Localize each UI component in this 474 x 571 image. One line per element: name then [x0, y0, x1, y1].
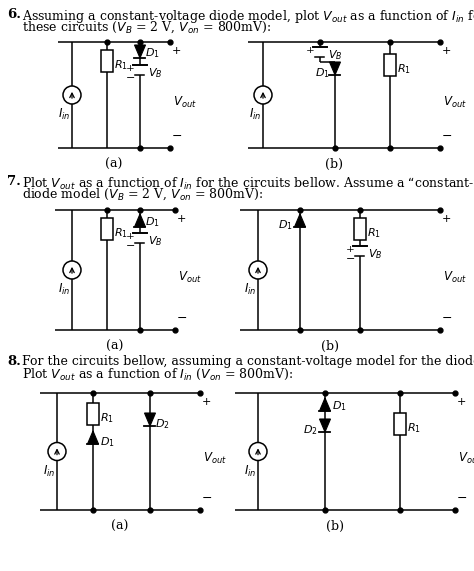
Text: $I_{in}$: $I_{in}$	[58, 282, 71, 297]
Text: $D_1$: $D_1$	[278, 218, 293, 232]
Text: $I_{in}$: $I_{in}$	[244, 282, 256, 297]
Text: $D_1$: $D_1$	[315, 66, 330, 80]
Text: $I_{in}$: $I_{in}$	[244, 464, 256, 478]
Text: $I_{in}$: $I_{in}$	[58, 107, 71, 122]
Text: +: +	[177, 214, 186, 224]
Text: $V_{out}$: $V_{out}$	[173, 95, 197, 110]
Text: −: −	[177, 312, 188, 325]
Text: −: −	[202, 492, 212, 505]
Text: −: −	[457, 492, 467, 505]
Text: $D_2$: $D_2$	[155, 417, 170, 431]
Polygon shape	[319, 398, 330, 411]
Text: +: +	[442, 214, 451, 224]
Text: Plot $V_{out}$ as a function of $I_{in}$ for the circuits bellow. Assume a “cons: Plot $V_{out}$ as a function of $I_{in}$…	[22, 175, 474, 192]
Text: −: −	[442, 312, 453, 325]
Text: (b): (b)	[326, 520, 344, 533]
Text: (b): (b)	[325, 158, 343, 171]
Text: +: +	[172, 46, 182, 56]
Text: $R_1$: $R_1$	[407, 421, 421, 435]
Text: $I_{in}$: $I_{in}$	[249, 107, 262, 122]
Text: +: +	[126, 232, 135, 241]
Text: −: −	[442, 130, 453, 143]
Text: diode model ($V_B$ = 2 V, $V_{on}$ = 800mV):: diode model ($V_B$ = 2 V, $V_{on}$ = 800…	[22, 187, 264, 203]
Text: $V_{out}$: $V_{out}$	[443, 270, 467, 285]
Text: $V_{out}$: $V_{out}$	[203, 451, 227, 466]
Text: −: −	[126, 241, 136, 251]
Text: −: −	[346, 254, 356, 264]
Text: $D_1$: $D_1$	[332, 399, 347, 413]
Text: $D_1$: $D_1$	[145, 215, 160, 229]
Text: 8.: 8.	[7, 355, 21, 368]
Text: $V_{out}$: $V_{out}$	[178, 270, 202, 285]
Text: $V_B$: $V_B$	[368, 247, 383, 261]
Text: $R_1$: $R_1$	[114, 226, 128, 240]
Text: $R_1$: $R_1$	[367, 226, 381, 240]
Text: $R_1$: $R_1$	[100, 411, 114, 425]
Text: Assuming a constant-voltage diode model, plot $V_{out}$ as a function of $I_{in}: Assuming a constant-voltage diode model,…	[22, 8, 474, 25]
Polygon shape	[145, 413, 155, 426]
Polygon shape	[329, 62, 340, 75]
Text: $I_{in}$: $I_{in}$	[43, 464, 55, 478]
Text: (b): (b)	[321, 340, 339, 353]
Text: $V_B$: $V_B$	[328, 48, 342, 62]
Text: For the circuits bellow, assuming a constant-voltage model for the diodes:: For the circuits bellow, assuming a cons…	[22, 355, 474, 368]
Text: 6.: 6.	[7, 8, 21, 21]
Text: −: −	[172, 130, 182, 143]
Polygon shape	[88, 431, 99, 444]
Text: +: +	[306, 46, 315, 55]
Text: $D_1$: $D_1$	[100, 435, 115, 449]
Text: $V_B$: $V_B$	[148, 66, 163, 80]
Text: +: +	[346, 245, 355, 254]
Text: these circuits ($V_B$ = 2 V, $V_{on}$ = 800mV):: these circuits ($V_B$ = 2 V, $V_{on}$ = …	[22, 20, 272, 35]
Text: +: +	[202, 397, 211, 407]
Text: (a): (a)	[106, 340, 124, 353]
Polygon shape	[135, 45, 146, 58]
Text: (a): (a)	[111, 520, 128, 533]
Text: 7.: 7.	[7, 175, 21, 188]
Text: $R_1$: $R_1$	[114, 58, 128, 72]
Text: Plot $V_{out}$ as a function of $I_{in}$ ($V_{on}$ = 800mV):: Plot $V_{out}$ as a function of $I_{in}$…	[22, 367, 293, 382]
Text: $D_2$: $D_2$	[303, 423, 318, 437]
Polygon shape	[294, 214, 306, 227]
Text: $D_1$: $D_1$	[145, 46, 160, 60]
Polygon shape	[319, 419, 330, 432]
Text: $V_B$: $V_B$	[148, 234, 163, 248]
Text: +: +	[442, 46, 451, 56]
Text: −: −	[126, 73, 136, 83]
Polygon shape	[135, 214, 146, 227]
Text: $V_{out}$: $V_{out}$	[443, 95, 467, 110]
Text: $V_{out}$: $V_{out}$	[458, 451, 474, 466]
Text: +: +	[126, 64, 135, 73]
Text: (a): (a)	[105, 158, 123, 171]
Text: +: +	[457, 397, 466, 407]
Text: $R_1$: $R_1$	[397, 62, 411, 76]
